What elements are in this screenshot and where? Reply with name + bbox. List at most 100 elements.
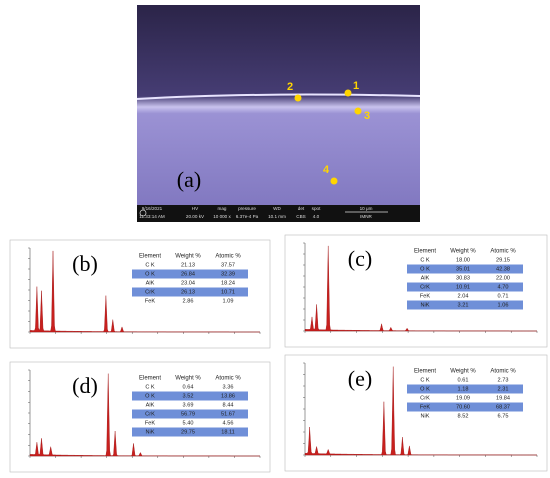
table-cell: C K <box>145 384 155 390</box>
info-text: HV <box>192 206 199 211</box>
eds-panel: (b) Element Weight % Atomic % C K 21.13 37.57 O… <box>9 239 271 349</box>
panel-label: (b) <box>72 251 98 276</box>
sem-image <box>136 5 421 222</box>
table-cell: 10.71 <box>221 289 235 295</box>
table-cell: 8.44 <box>223 402 234 408</box>
table-cell: FeK <box>145 298 156 304</box>
table-cell: AlK <box>146 402 155 408</box>
panel-label: (a) <box>177 167 201 192</box>
point-label: 2 <box>287 81 293 93</box>
row-highlight <box>132 427 248 437</box>
table-cell: 1.18 <box>458 386 469 392</box>
table-cell: CrK <box>420 284 430 290</box>
table-cell: 3.21 <box>458 302 469 308</box>
table-cell: 2.31 <box>498 386 509 392</box>
table-cell: FeK <box>420 293 431 299</box>
table-cell: 0.71 <box>498 293 509 299</box>
table-cell: 2.86 <box>183 298 194 304</box>
table-cell: 26.13 <box>181 289 195 295</box>
point-label: 1 <box>353 80 359 92</box>
row-highlight <box>407 384 523 394</box>
table-cell: C K <box>145 262 155 268</box>
row-highlight <box>132 287 248 297</box>
table-cell: 30.83 <box>456 275 470 281</box>
point-marker <box>294 94 302 102</box>
table-cell: C K <box>420 377 430 383</box>
table-cell: 35.01 <box>456 266 470 272</box>
table-cell: 4.56 <box>223 420 234 426</box>
table-cell: CrK <box>420 395 430 401</box>
table-cell: 18.11 <box>221 429 235 435</box>
table-header: Atomic % <box>215 254 241 260</box>
table-cell: 56.79 <box>181 411 195 417</box>
table-cell: 32.39 <box>221 271 235 277</box>
table-cell: NiK <box>420 302 429 308</box>
table-header: Weight % <box>175 376 201 382</box>
table-cell: O K <box>145 271 155 277</box>
point-label: 4 <box>323 164 330 176</box>
table-cell: 68.37 <box>496 404 510 410</box>
interface-line <box>136 93 421 100</box>
panel-label: (c) <box>348 246 372 271</box>
info-text: pressure <box>238 206 256 211</box>
info-text: 20.00 kV <box>186 214 205 219</box>
table-header: Element <box>414 369 436 375</box>
table-cell: 26.84 <box>181 271 195 277</box>
info-text: CBS <box>296 214 305 219</box>
eds-panel: (e) Element Weight % Atomic % C K 0.61 2.73 O K… <box>284 354 548 472</box>
eds-panel: (d) Element Weight % Atomic % C K 0.64 3.36 O K… <box>9 361 271 473</box>
panel-label: (d) <box>72 373 98 398</box>
table-header: Weight % <box>450 249 476 255</box>
table-cell: AlK <box>146 280 155 286</box>
table-cell: 23.04 <box>181 280 195 286</box>
table-cell: 2.73 <box>498 377 509 383</box>
info-text: 10 000 x <box>213 214 231 219</box>
info-text: IMNR <box>360 214 372 219</box>
spectrum <box>304 366 537 456</box>
table-cell: O K <box>420 386 430 392</box>
table-cell: 51.67 <box>221 411 235 417</box>
row-highlight <box>407 282 523 292</box>
table-header: Atomic % <box>490 249 516 255</box>
info-text: 10 μm <box>360 206 373 211</box>
table-header: Weight % <box>175 254 201 260</box>
table-cell: CrK <box>145 289 155 295</box>
point-marker <box>330 177 338 185</box>
table-cell: O K <box>420 266 430 272</box>
table-header: Atomic % <box>215 376 241 382</box>
spectrum <box>304 245 537 332</box>
row-highlight <box>407 402 523 412</box>
info-text: 6.37e-4 Pa <box>236 214 259 219</box>
info-bar <box>137 205 420 222</box>
row-highlight <box>132 391 248 401</box>
spectrum <box>29 373 260 457</box>
table-cell: AlK <box>421 275 430 281</box>
table-cell: 5.40 <box>183 420 194 426</box>
table-cell: 3.52 <box>183 393 194 399</box>
sem-background <box>137 5 420 222</box>
info-text: 4.0 <box>313 214 320 219</box>
logo <box>139 209 147 217</box>
table-header: Atomic % <box>490 369 516 375</box>
table-cell: 70.60 <box>456 404 470 410</box>
table-cell: NiK <box>145 429 154 435</box>
table-cell: 18.00 <box>456 257 470 263</box>
point-marker <box>344 89 352 97</box>
table-cell: 0.64 <box>183 384 194 390</box>
table-cell: 10.91 <box>456 284 470 290</box>
table-cell: 4.70 <box>498 284 509 290</box>
info-text: det <box>298 206 305 211</box>
table-cell: 42.38 <box>496 266 510 272</box>
table-cell: NiK <box>420 413 429 419</box>
table-cell: 19.84 <box>496 395 510 401</box>
row-highlight <box>407 264 523 274</box>
table-header: Weight % <box>450 369 476 375</box>
row-highlight <box>132 409 248 419</box>
panel-label: (e) <box>348 366 372 391</box>
table-cell: CrK <box>145 411 155 417</box>
table-cell: 2.04 <box>458 293 469 299</box>
info-text: 10.1 mm <box>268 214 286 219</box>
row-highlight <box>407 300 523 310</box>
table-cell: 8.52 <box>458 413 469 419</box>
